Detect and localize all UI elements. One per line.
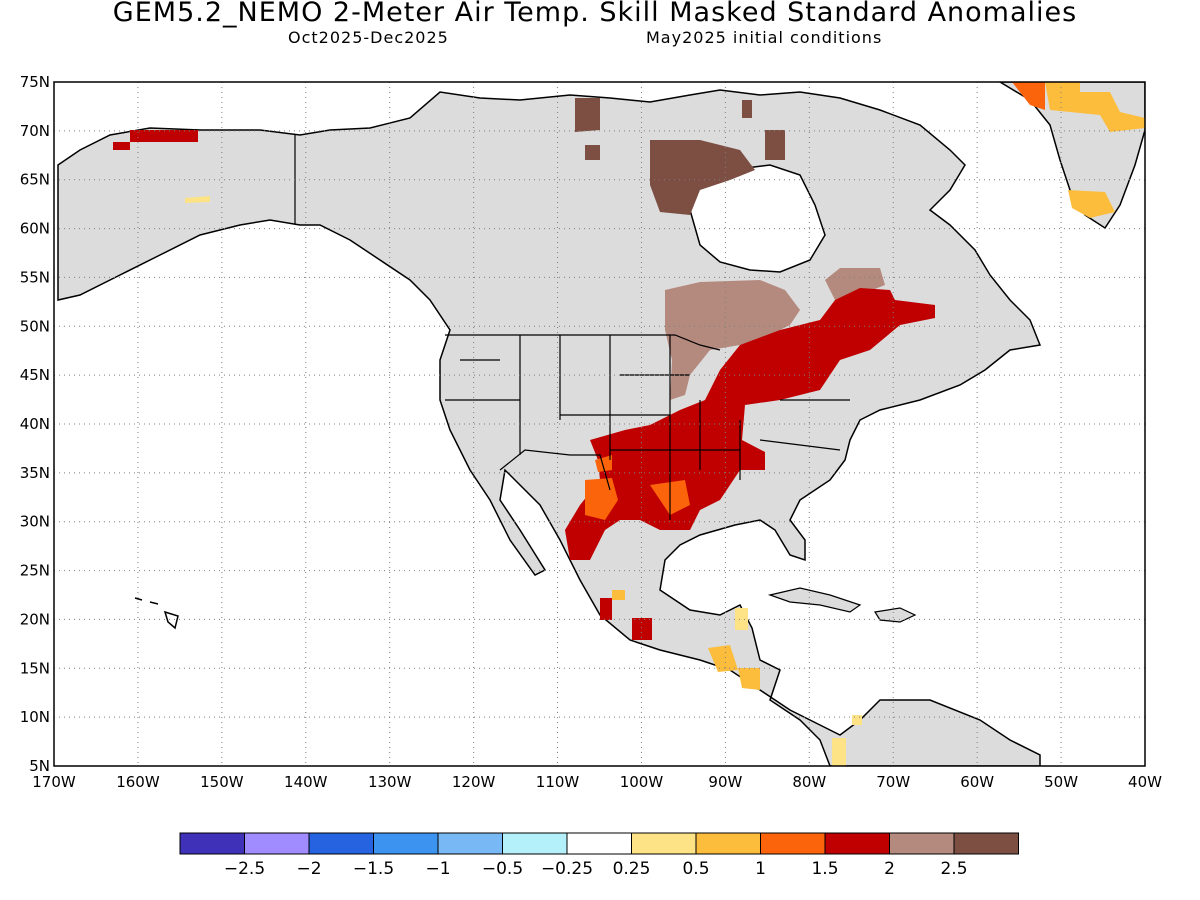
colorbar-swatch — [695, 832, 761, 855]
colorbar-swatch — [308, 832, 374, 855]
colorbar-label: 1 — [755, 859, 766, 879]
lat-label: 25N — [20, 562, 50, 580]
lat-label: 65N — [20, 171, 50, 189]
map-frame — [53, 81, 1146, 767]
lat-label: 70N — [20, 122, 50, 140]
colorbar-swatch — [953, 832, 1019, 855]
colorbar-swatch — [244, 832, 310, 855]
lon-label: 80W — [792, 773, 826, 791]
initial-conditions: May2025 initial conditions — [646, 28, 883, 47]
anomaly-red-mexico — [600, 598, 652, 640]
lat-label: 60N — [20, 220, 50, 238]
lon-label: 50W — [1044, 773, 1078, 791]
colorbar-label: 1.5 — [811, 859, 838, 879]
lon-label: 120W — [452, 773, 496, 791]
hispaniola-land — [874, 607, 917, 623]
us-mexico-border — [499, 449, 611, 491]
lon-label: 90W — [708, 773, 742, 791]
colorbar-label: −1 — [425, 859, 450, 879]
state-lines — [445, 335, 850, 520]
colorbar-swatch — [437, 832, 503, 855]
anomaly-amber-central-america — [612, 590, 760, 690]
lat-label: 20N — [20, 610, 50, 628]
lon-label: 160W — [116, 773, 160, 791]
colorbar-label: 2.5 — [940, 859, 967, 879]
lon-label: 140W — [284, 773, 328, 791]
colorbar-labels: −2.5 −2 −1.5 −1 −0.5 −0.25 0.25 0.5 1 1.5 2 2.5 — [224, 859, 968, 879]
anomaly-brown-dark-islands — [575, 98, 785, 160]
lon-label: 150W — [200, 773, 244, 791]
lat-label: 35N — [20, 464, 50, 482]
colorbar-label: −0.25 — [541, 859, 593, 879]
lat-label: 40N — [20, 415, 50, 433]
colorbar-label: 0.25 — [613, 859, 651, 879]
colorbar-swatch — [889, 832, 955, 855]
lat-label: 55N — [20, 268, 50, 286]
lat-label: 50N — [20, 317, 50, 335]
hawaii-islands — [134, 597, 179, 630]
lat-label: 45N — [20, 366, 50, 384]
lat-label: 75N — [20, 73, 50, 91]
map-title: GEM5.2_NEMO 2-Meter Air Temp. Skill Mask… — [112, 0, 1078, 28]
lon-label: 100W — [620, 773, 664, 791]
colorbar-swatch — [760, 832, 826, 855]
anomaly-red-alaska — [113, 130, 198, 150]
latitude-labels: 75N 70N 65N 60N 55N 50N 45N 40N 35N 30N 25N 20N 15N 1… — [20, 73, 50, 775]
colorbar-label: 0.5 — [682, 859, 709, 879]
colorbar-swatch — [502, 832, 568, 855]
anomaly-brown-dark-nunavut — [650, 140, 755, 215]
colorbar-swatch — [179, 832, 245, 855]
longitude-labels: 170W 160W 150W 140W 130W 120W 110W 100W 90W 80W 70… — [32, 773, 1162, 791]
anomaly-brown-light-canada — [665, 280, 800, 400]
lat-label: 5N — [29, 757, 50, 775]
lon-label: 130W — [368, 773, 412, 791]
lat-label: 15N — [20, 659, 50, 677]
map-layers — [57, 82, 1145, 766]
colorbar-swatch — [631, 832, 697, 855]
anomaly-orange-greenland — [1012, 82, 1045, 110]
gridlines — [54, 82, 1145, 766]
lon-label: 170W — [32, 773, 76, 791]
cuba-land — [767, 587, 862, 613]
lon-label: 40W — [1128, 773, 1162, 791]
colorbar-label: 2 — [884, 859, 895, 879]
colorbar-label: −0.5 — [482, 859, 523, 879]
colorbar-swatch — [824, 832, 890, 855]
forecast-period: Oct2025-Dec2025 — [288, 28, 449, 47]
lat-label: 10N — [20, 708, 50, 726]
colorbar-swatch — [566, 832, 632, 855]
lat-label: 30N — [20, 513, 50, 531]
colorbar-swatch — [373, 832, 439, 855]
anomaly-amber-greenland — [1045, 82, 1145, 218]
colorbar-label: −1.5 — [353, 859, 394, 879]
anomaly-brown-light-quebec — [825, 268, 885, 300]
anomaly-orange-texas — [585, 455, 690, 520]
colorbar — [179, 832, 1019, 855]
lon-label: 60W — [960, 773, 994, 791]
colorbar-label: −2 — [296, 859, 321, 879]
colorbar-label: −2.5 — [224, 859, 265, 879]
lon-label: 70W — [876, 773, 910, 791]
lon-label: 110W — [536, 773, 580, 791]
